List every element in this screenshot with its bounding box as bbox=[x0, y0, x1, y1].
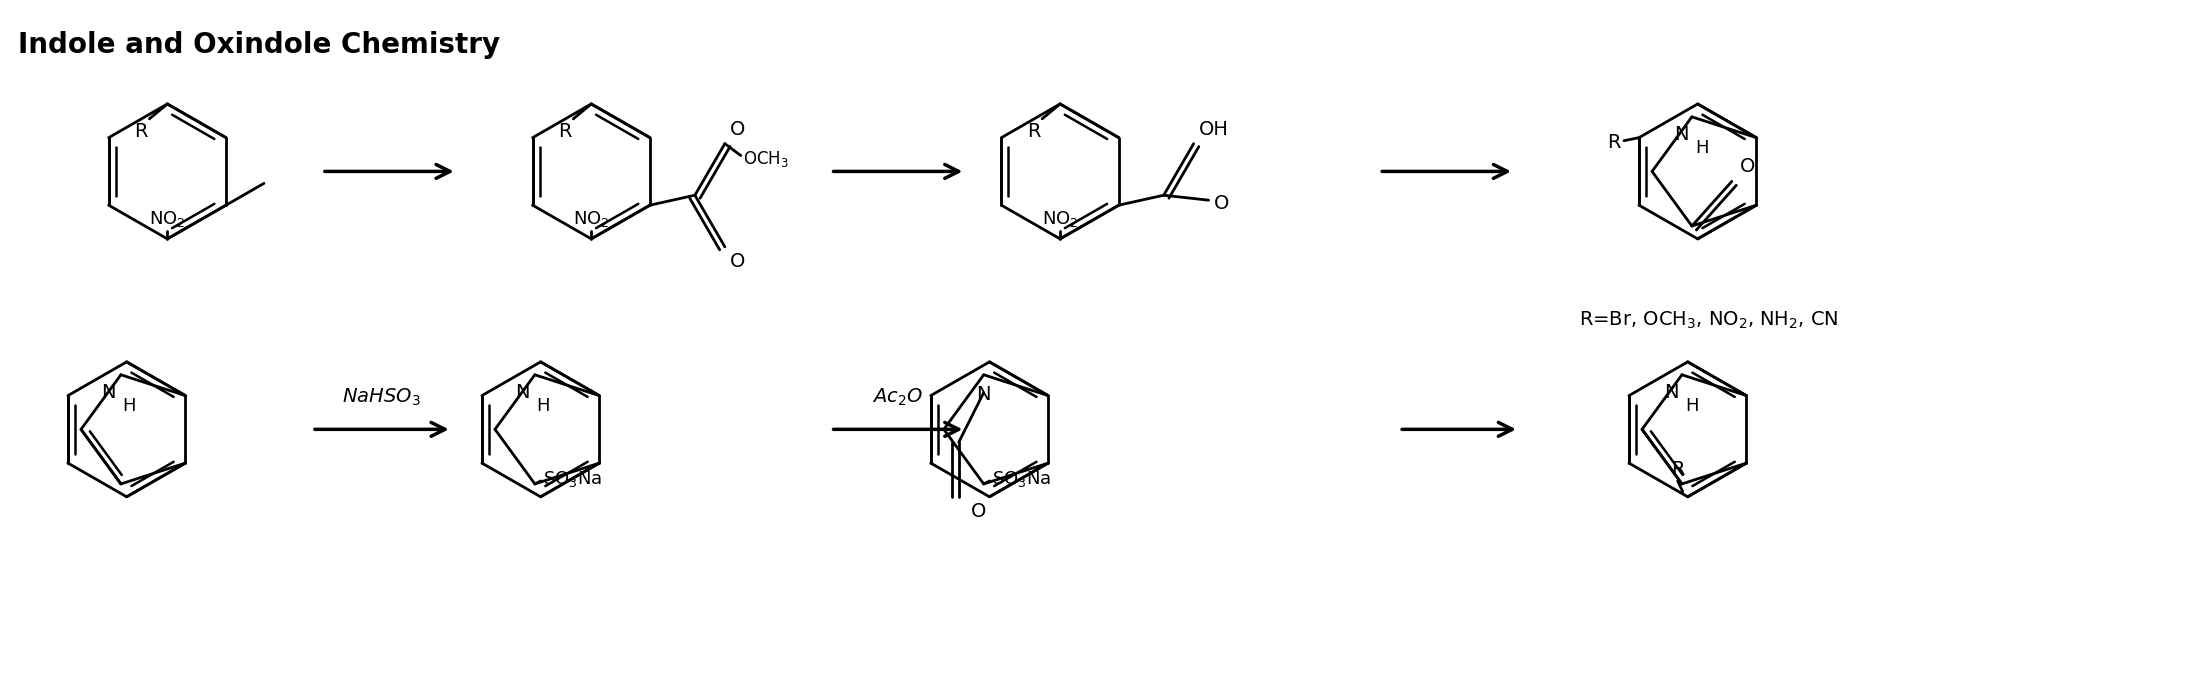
Text: N: N bbox=[977, 385, 990, 404]
Text: O: O bbox=[971, 502, 986, 521]
Text: H: H bbox=[536, 397, 549, 415]
Text: Ac$_2$O: Ac$_2$O bbox=[872, 386, 925, 408]
Text: SO$_3$Na: SO$_3$Na bbox=[542, 469, 602, 489]
Text: N: N bbox=[1673, 125, 1689, 144]
Text: SO$_3$Na: SO$_3$Na bbox=[993, 469, 1052, 489]
Text: N: N bbox=[101, 383, 116, 402]
Text: O: O bbox=[1739, 157, 1755, 176]
Text: N: N bbox=[516, 383, 529, 402]
Text: R: R bbox=[1671, 460, 1684, 479]
Text: R: R bbox=[558, 122, 571, 141]
Text: O: O bbox=[729, 120, 744, 139]
Text: R: R bbox=[1607, 133, 1621, 152]
Text: R: R bbox=[134, 122, 147, 141]
Text: R=Br, OCH$_3$, NO$_2$, NH$_2$, CN: R=Br, OCH$_3$, NO$_2$, NH$_2$, CN bbox=[1579, 310, 1838, 331]
Text: Indole and Oxindole Chemistry: Indole and Oxindole Chemistry bbox=[18, 31, 501, 58]
Text: OH: OH bbox=[1199, 120, 1228, 139]
Text: N: N bbox=[1665, 383, 1680, 402]
Text: H: H bbox=[123, 397, 136, 415]
Text: R: R bbox=[1028, 122, 1041, 141]
Text: OCH$_3$: OCH$_3$ bbox=[742, 148, 788, 168]
Text: NaHSO$_3$: NaHSO$_3$ bbox=[343, 386, 422, 408]
Text: H: H bbox=[1695, 139, 1708, 157]
Text: NO$_2$: NO$_2$ bbox=[1041, 209, 1078, 229]
Text: O: O bbox=[729, 252, 744, 271]
Text: O: O bbox=[1214, 193, 1230, 213]
Text: H: H bbox=[1684, 397, 1700, 415]
Text: NO$_2$: NO$_2$ bbox=[149, 209, 187, 229]
Text: NO$_2$: NO$_2$ bbox=[573, 209, 610, 229]
